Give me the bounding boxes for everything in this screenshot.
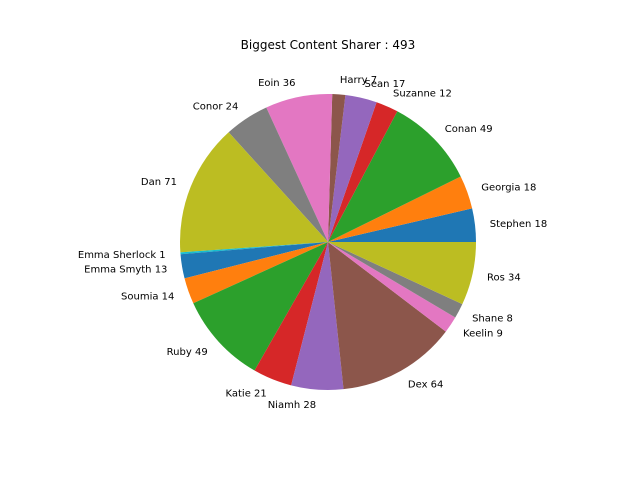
pie-slice-7 [228,107,328,242]
pie-slice-label-0: Stephen 18 [490,219,547,230]
pie-slice-label-18: Ros 34 [487,273,521,284]
pie-slice-label-13: Katie 21 [226,388,267,399]
pie-slice-label-14: Niamh 28 [268,400,316,411]
pie-slice-label-9: Emma Sherlock 1 [78,250,166,261]
pie-slice-12 [193,242,328,371]
pie-slice-4 [328,95,377,242]
pie-slice-label-5: Harry 7 [340,75,377,86]
pie-slice-9 [180,242,328,255]
chart-title: Biggest Content Sharer : 493 [241,38,416,52]
pie-slice-6 [266,93,333,242]
pie-slice-2 [328,111,461,243]
pie-slice-18 [328,242,476,305]
pie-slice-1 [328,176,473,242]
pie-slice-label-3: Suzanne 12 [393,88,452,99]
pie-slice-label-8: Dan 71 [141,177,177,188]
pie-slice-label-7: Conor 24 [193,102,239,113]
pie-slice-label-15: Dex 64 [408,379,444,390]
pie-slice-8 [179,132,328,253]
pie-slice-label-6: Eoin 36 [258,78,295,89]
pie-slice-15 [328,242,446,390]
pie-slice-label-2: Conan 49 [445,124,493,135]
pie-slice-label-16: Keelin 9 [463,328,503,339]
pie-slice-13 [254,242,328,386]
pie-labels: Stephen 18 Georgia 18 Conan 49 Suzanne 12Se… [78,75,547,411]
pie-slice-label-12: Ruby 49 [167,347,208,358]
pie-slice-10 [180,242,328,279]
pie-slice-label-10: Emma Smyth 13 [84,264,167,275]
pie-slice-11 [184,242,328,304]
pie-slice-label-17: Shane 8 [472,313,513,324]
pie-slices [179,93,476,390]
pie-slice-3 [328,102,398,243]
pie-slice-17 [328,242,463,318]
pie-slice-label-11: Soumia 14 [121,291,174,302]
pie-slice-label-4: Sean 17 [365,79,406,90]
pie-slice-14 [291,242,344,390]
pie-slice-0 [328,208,476,242]
pie-slice-label-1: Georgia 18 [481,183,536,194]
pie-slice-16 [328,242,456,332]
pie-slice-5 [328,94,346,242]
